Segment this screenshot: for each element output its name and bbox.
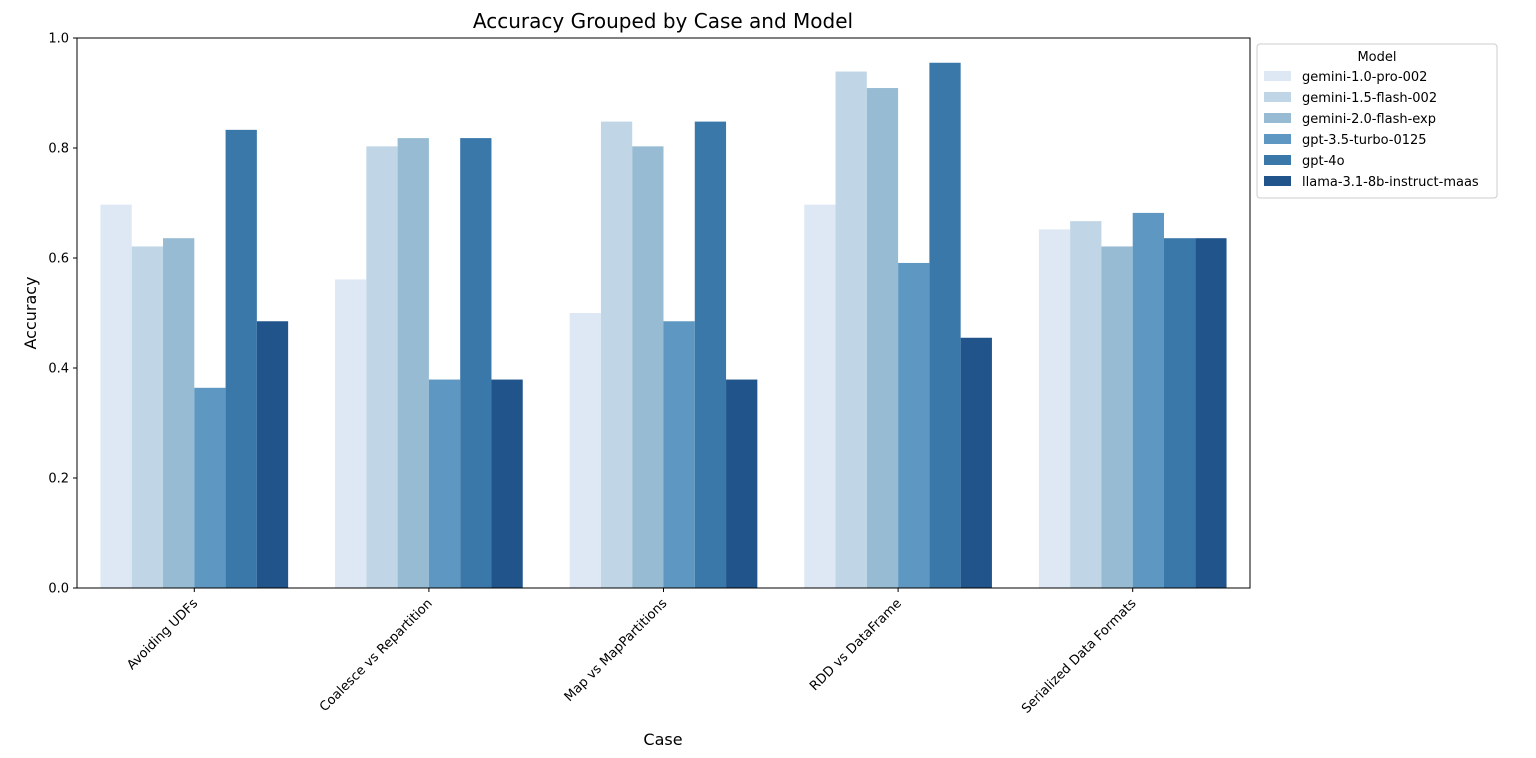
legend-label: gemini-1.5-flash-002 — [1302, 91, 1437, 106]
series-5 — [256, 238, 1227, 588]
y-axis-label: Accuracy — [21, 276, 40, 349]
y-tick-label: 1.0 — [48, 32, 69, 47]
bar — [960, 337, 992, 588]
bar — [428, 379, 461, 588]
bar — [397, 138, 429, 588]
legend-label: gemini-2.0-flash-exp — [1302, 112, 1436, 127]
x-tick-label: RDD vs DataFrame — [807, 596, 905, 694]
series-1 — [131, 71, 1102, 589]
legend-swatch — [1264, 155, 1291, 165]
bar — [898, 262, 930, 588]
bar — [600, 121, 633, 588]
legend-item: gpt-3.5-turbo-0125 — [1264, 133, 1427, 148]
bar — [225, 129, 257, 588]
bar — [835, 71, 867, 589]
bar — [1070, 221, 1102, 588]
legend-item: gpt-4o — [1264, 154, 1345, 169]
legend-frame — [1256, 43, 1498, 199]
bar — [1132, 212, 1164, 588]
y-tick-label: 0.2 — [48, 472, 69, 487]
legend-label: llama-3.1-8b-instruct-maas — [1302, 175, 1479, 190]
y-tick-label: 0.0 — [48, 582, 69, 597]
series-3 — [194, 212, 1164, 588]
bar — [194, 387, 226, 588]
bar — [1101, 246, 1133, 588]
y-tick-label: 0.8 — [48, 142, 69, 157]
legend-item: gemini-2.0-flash-exp — [1264, 112, 1436, 127]
legend-label: gemini-1.0-pro-002 — [1302, 70, 1427, 85]
bar — [256, 321, 289, 588]
series-2 — [163, 88, 1133, 589]
bars-layer — [100, 62, 1227, 589]
bar — [694, 121, 727, 588]
x-axis-label: Case — [643, 730, 682, 749]
bar — [131, 246, 164, 588]
series-0 — [100, 204, 1071, 588]
x-tick-label: Avoiding UDFs — [124, 596, 201, 673]
legend-title: Model — [1357, 50, 1396, 65]
bar — [460, 138, 492, 588]
bar — [491, 379, 523, 588]
chart-title: Accuracy Grouped by Case and Model — [473, 9, 853, 33]
legend-swatch — [1264, 176, 1291, 186]
bar — [163, 238, 195, 588]
legend-swatch — [1264, 134, 1291, 144]
bar — [569, 313, 601, 588]
bar — [1163, 238, 1196, 588]
bar — [1038, 229, 1071, 588]
legend: Model gemini-1.0-pro-002 gemini-1.5-flash-… — [1256, 43, 1498, 199]
bar — [1195, 238, 1227, 588]
series-4 — [225, 62, 1196, 588]
legend-swatch — [1264, 113, 1291, 123]
legend-item: gemini-1.0-pro-002 — [1264, 70, 1427, 85]
x-tick-label: Serialized Data Formats — [1019, 596, 1140, 717]
bar — [632, 146, 664, 588]
legend-label: gpt-3.5-turbo-0125 — [1302, 133, 1427, 148]
legend-swatch — [1264, 92, 1291, 102]
bar — [726, 379, 758, 588]
bar — [100, 204, 132, 588]
legend-item: gemini-1.5-flash-002 — [1264, 91, 1437, 106]
x-tick-label: Map vs MapPartitions — [562, 596, 671, 705]
bar — [335, 279, 367, 588]
x-tick-label: Coalesce vs Repartition — [317, 596, 436, 715]
bar — [663, 321, 695, 588]
legend-swatch — [1264, 71, 1291, 81]
legend-item: llama-3.1-8b-instruct-maas — [1264, 175, 1479, 190]
bar — [866, 88, 899, 589]
legend-label: gpt-4o — [1302, 154, 1345, 169]
bar — [366, 146, 398, 588]
y-tick-label: 0.6 — [48, 252, 69, 267]
bar — [929, 62, 961, 588]
bar — [804, 204, 836, 588]
y-tick-label: 0.4 — [48, 362, 69, 377]
